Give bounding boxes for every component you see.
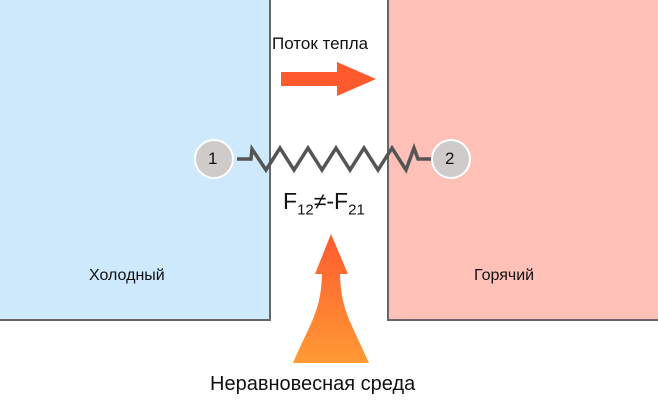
force-relation: F12≠-F21 bbox=[283, 188, 365, 219]
force-f21: F bbox=[334, 188, 349, 214]
particle-2-label: 2 bbox=[445, 149, 455, 168]
medium-label: Неравновесная среда bbox=[210, 373, 416, 395]
force-sub-21: 21 bbox=[348, 201, 365, 219]
spring bbox=[237, 142, 433, 174]
not-equal-sign: ≠- bbox=[313, 188, 335, 214]
particle-1 bbox=[194, 139, 234, 179]
medium-arrow bbox=[293, 234, 369, 363]
heat-flow-arrow bbox=[281, 62, 376, 96]
force-sub-12: 12 bbox=[297, 201, 314, 219]
particle-2 bbox=[431, 139, 471, 179]
force-f12: F bbox=[283, 188, 298, 214]
cold-body-label: Холодный bbox=[89, 267, 165, 284]
particle-1-label: 1 bbox=[208, 149, 218, 168]
heat-flow-label: Поток тепла bbox=[272, 34, 369, 53]
hot-body-label: Горячий bbox=[474, 267, 535, 284]
